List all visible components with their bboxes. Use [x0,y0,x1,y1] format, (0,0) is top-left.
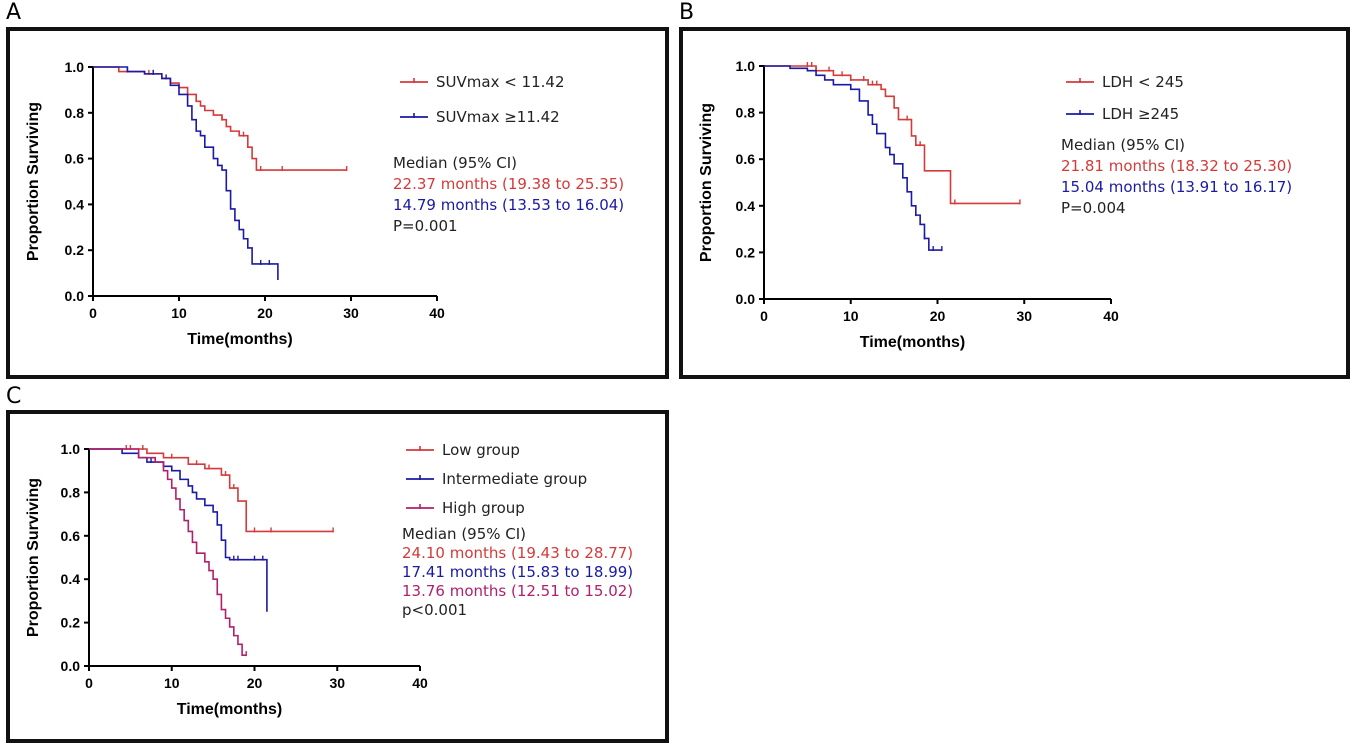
y-tick-label: 0.2 [736,244,756,260]
legend-label: LDH ≥245 [1102,105,1179,123]
x-tick-label: 10 [843,308,859,324]
chart-panel-b: 0.0 0.2 0.4 0.6 0.8 1.0 0 10 20 30 40 Time(months) P… [679,27,1350,379]
y-axis-title: Proportion Surviving [25,478,42,637]
series-2-curve [93,66,279,280]
series-3-group [89,448,247,657]
y-tick-label: 0.4 [736,198,756,214]
series-1-group [93,66,348,172]
series-1-curve [89,448,334,533]
x-tick-label: 20 [247,675,263,691]
y-tick-label: 0.2 [61,615,81,631]
y-tick-label: 0.2 [65,242,85,258]
y-axis-title: Proportion Surviving [25,102,42,261]
y-tick-label: 0.6 [65,151,85,167]
y-axis-title: Proportion Surviving [698,103,715,262]
legend-label: LDH < 245 [1102,73,1184,91]
chart-panel-a: 0.0 0.2 0.4 0.6 0.8 1.0 0 10 20 30 40 Time(months) P… [6,27,669,379]
x-tick-label: 40 [412,675,428,691]
annotation-text: Median (95% CI) [1061,136,1185,154]
legend-label: Intermediate group [442,470,587,488]
annotation-text: 14.79 months (13.53 to 16.04) [393,196,624,214]
y-tick-label: 0.0 [61,658,81,674]
annotation-text: P=0.001 [393,217,458,235]
y-tick-label: 0.0 [65,288,85,304]
panel-letter-b: B [679,0,695,25]
y-tick-label: 0.8 [65,105,85,121]
legend-label: SUVmax < 11.42 [436,73,565,91]
x-tick-label: 0 [760,308,768,324]
annotation-text: 22.37 months (19.38 to 25.35) [393,175,624,193]
y-tick-label: 0.4 [65,196,85,212]
x-tick-label: 30 [329,675,345,691]
x-tick-label: 0 [89,305,97,321]
x-tick-label: 30 [1016,308,1032,324]
panel-letter-c: C [6,384,22,409]
x-tick-label: 40 [1103,308,1119,324]
y-tick-label: 0.6 [736,151,756,167]
annotation-text: 24.10 months (19.43 to 28.77) [402,544,633,562]
x-tick-label: 10 [164,675,180,691]
series-2-group [89,448,268,612]
y-tick-label: 0.8 [61,484,81,500]
series-2-group [93,66,279,280]
x-axis-title: Time(months) [187,331,292,348]
series-1-group [764,62,1021,205]
x-axis-title: Time(months) [860,334,965,351]
legend-label: High group [442,499,525,517]
x-axis-title: Time(months) [177,701,282,718]
y-tick-label: 1.0 [736,58,756,74]
series-2-curve [764,65,942,251]
chart-panel-c: 0.0 0.2 0.4 0.6 0.8 1.0 0 10 20 30 40 Time(months) P… [6,410,669,743]
y-tick-label: 1.0 [65,59,85,75]
chart-svg-c: 0.0 0.2 0.4 0.6 0.8 1.0 0 10 20 30 40 Time(months) P… [25,441,633,718]
annotation-text: P=0.004 [1061,199,1126,217]
series-2-curve [89,448,268,612]
panel-letter-a: A [6,0,22,25]
y-tick-label: 0.6 [61,528,81,544]
annotation-text: 13.76 months (12.51 to 15.02) [402,582,633,600]
chart-svg-b: 0.0 0.2 0.4 0.6 0.8 1.0 0 10 20 30 40 Time(months) P… [698,58,1292,351]
annotation-text: 15.04 months (13.91 to 16.17) [1061,178,1292,196]
series-1-curve [93,66,347,171]
chart-svg-a: 0.0 0.2 0.4 0.6 0.8 1.0 0 10 20 30 40 Time(months) P… [25,59,624,348]
annotation-text: p<0.001 [402,601,467,619]
series-1-group [89,445,334,533]
x-tick-label: 0 [85,675,93,691]
annotation-text: 21.81 months (18.32 to 25.30) [1061,157,1292,175]
x-tick-label: 40 [429,305,445,321]
x-tick-label: 10 [171,305,187,321]
y-tick-label: 0.0 [736,291,756,307]
x-tick-label: 20 [257,305,273,321]
annotation-text: Median (95% CI) [393,154,517,172]
annotation-text: 17.41 months (15.83 to 18.99) [402,563,633,581]
series-2-group [764,65,943,252]
x-tick-label: 20 [930,308,946,324]
y-tick-label: 0.4 [61,571,81,587]
series-1-curve [764,65,1020,205]
series-3-curve [89,448,247,656]
legend-label: Low group [442,441,520,459]
y-tick-label: 1.0 [61,441,81,457]
legend-label: SUVmax ≥11.42 [436,108,560,126]
annotation-text: Median (95% CI) [402,525,526,543]
x-tick-label: 30 [343,305,359,321]
y-tick-label: 0.8 [736,105,756,121]
